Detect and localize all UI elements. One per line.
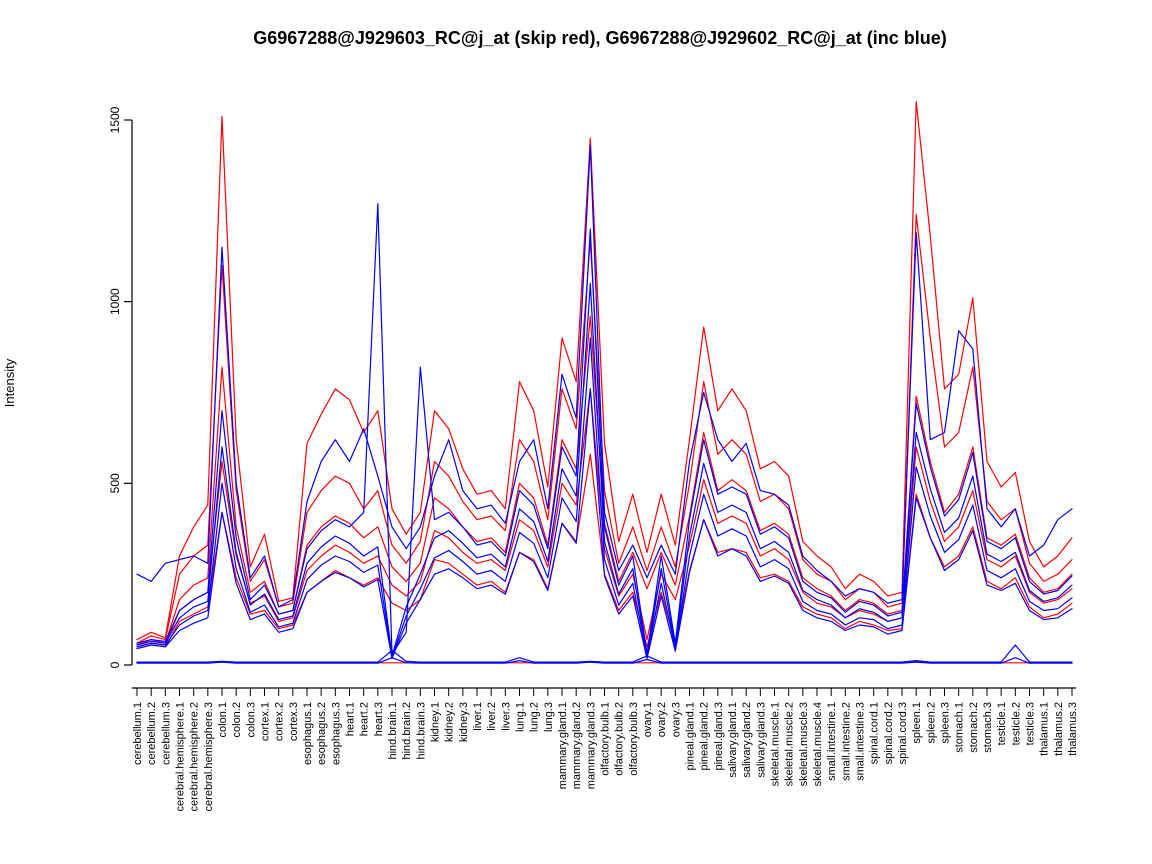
- x-tick-label: stomach.2: [968, 702, 980, 753]
- x-tick-label: heart.2: [359, 702, 371, 736]
- x-tick-label: skeletal.muscle.1: [770, 702, 782, 786]
- y-tick-label: 1000: [108, 288, 122, 315]
- x-tick-label: pineal.gland.2: [699, 702, 711, 771]
- x-tick-label: heart.1: [345, 702, 357, 736]
- x-tick-label: pineal.gland.3: [713, 702, 725, 771]
- series-line-inc-probe-2: [136, 203, 1073, 655]
- x-tick-label: spinal.cord.1: [869, 702, 881, 764]
- x-tick-label: hind.brain.1: [387, 702, 399, 760]
- x-tick-label: salivary.gland.3: [755, 702, 767, 778]
- x-tick-label: spinal.cord.3: [897, 702, 909, 764]
- x-tick-label: esophagus.2: [316, 702, 328, 765]
- x-tick-label: stomach.3: [982, 702, 994, 753]
- x-tick-label: lung.2: [529, 702, 541, 732]
- x-tick-label: kidney.2: [444, 702, 456, 742]
- x-tick-label: olfactory.bulb.2: [614, 702, 626, 776]
- y-tick-label: 1500: [108, 106, 122, 133]
- x-tick-label: colon.3: [245, 702, 257, 737]
- x-tick-label: cerebellum.2: [146, 702, 158, 765]
- x-tick-label: salivary.gland.1: [727, 702, 739, 778]
- x-tick-label: cortex.2: [274, 702, 286, 741]
- x-tick-label: spinal.cord.2: [883, 702, 895, 764]
- series-line-inc-flat-2: [136, 657, 1073, 664]
- x-tick-label: colon.2: [231, 702, 243, 737]
- x-tick-label: spleen.3: [940, 702, 952, 744]
- x-tick-label: cerebellum.3: [160, 702, 172, 765]
- x-tick-label: skeletal.muscle.3: [798, 702, 810, 786]
- series-line-inc-probe-3: [136, 282, 1073, 657]
- x-tick-label: testicle.3: [1025, 702, 1037, 745]
- x-tick-label: salivary.gland.2: [741, 702, 753, 778]
- x-tick-label: mammary.gland.1: [557, 702, 569, 789]
- x-tick-label: testicle.2: [1010, 702, 1022, 745]
- y-axis-title: Intensity: [2, 358, 17, 407]
- x-tick-label: esophagus.3: [330, 702, 342, 765]
- x-tick-label: mammary.gland.3: [585, 702, 597, 789]
- x-tick-label: lung.3: [543, 702, 555, 732]
- x-tick-label: olfactory.bulb.1: [600, 702, 612, 776]
- x-tick-label: liver.2: [486, 702, 498, 731]
- y-tick-label: 0: [108, 661, 122, 668]
- x-tick-label: cerebral.hemisphere.3: [203, 702, 215, 811]
- x-tick-label: pineal.gland.1: [685, 702, 697, 771]
- x-tick-label: cortex.3: [288, 702, 300, 741]
- x-tick-label: spleen.2: [925, 702, 937, 744]
- x-tick-label: liver.1: [472, 702, 484, 731]
- x-tick-label: small.intestine.2: [840, 702, 852, 781]
- x-tick-label: thalamus.2: [1053, 702, 1065, 756]
- series-lines: [136, 101, 1073, 664]
- series-line-inc-probe-1: [136, 144, 1073, 608]
- series-line-inc-probe-5: [136, 388, 1073, 660]
- x-tick-label: cerebral.hemisphere.2: [189, 702, 201, 811]
- x-tick-label: small.intestine.3: [855, 702, 867, 781]
- x-tick-label: kidney.1: [430, 702, 442, 742]
- x-tick-label: esophagus.1: [302, 702, 314, 765]
- x-tick-label: hind.brain.2: [401, 702, 413, 760]
- x-tick-label: ovary.3: [670, 702, 682, 737]
- series-line-inc-probe-4: [136, 337, 1073, 659]
- x-tick-label: cortex.1: [260, 702, 272, 741]
- x-tick-label: ovary.2: [656, 702, 668, 737]
- x-tick-label: thalamus.3: [1067, 702, 1079, 756]
- x-tick-label: lung.1: [515, 702, 527, 732]
- x-tick-label: colon.1: [217, 702, 229, 737]
- x-tick-label: heart.3: [373, 702, 385, 736]
- x-tick-label: mammary.gland.2: [571, 702, 583, 789]
- x-tick-label: kidney.3: [458, 702, 470, 742]
- series-line-inc-flat-1: [136, 644, 1073, 663]
- x-tick-label: skeletal.muscle.4: [812, 702, 824, 786]
- x-tick-label: hind.brain.3: [415, 702, 427, 760]
- x-tick-label: cerebellum.1: [132, 702, 144, 765]
- y-tick-label: 500: [108, 473, 122, 493]
- x-tick-label: ovary.1: [642, 702, 654, 737]
- x-tick-label: liver.3: [500, 702, 512, 731]
- x-tick-label: skeletal.muscle.2: [784, 702, 796, 786]
- x-tick-label: olfactory.bulb.3: [628, 702, 640, 776]
- series-line-skip-probe-4: [136, 388, 1073, 648]
- x-tick-label: testicle.1: [996, 702, 1008, 745]
- x-tick-label: small.intestine.1: [826, 702, 838, 781]
- series-line-skip-probe-2: [136, 213, 1073, 644]
- chart-title: G6967288@J929603_RC@j_at (skip red), G69…: [253, 28, 947, 48]
- x-tick-label: thalamus.1: [1039, 702, 1051, 756]
- x-tick-label: stomach.1: [954, 702, 966, 753]
- x-tick-label: spleen.1: [911, 702, 923, 744]
- x-tick-label: cerebral.hemisphere.1: [175, 702, 187, 811]
